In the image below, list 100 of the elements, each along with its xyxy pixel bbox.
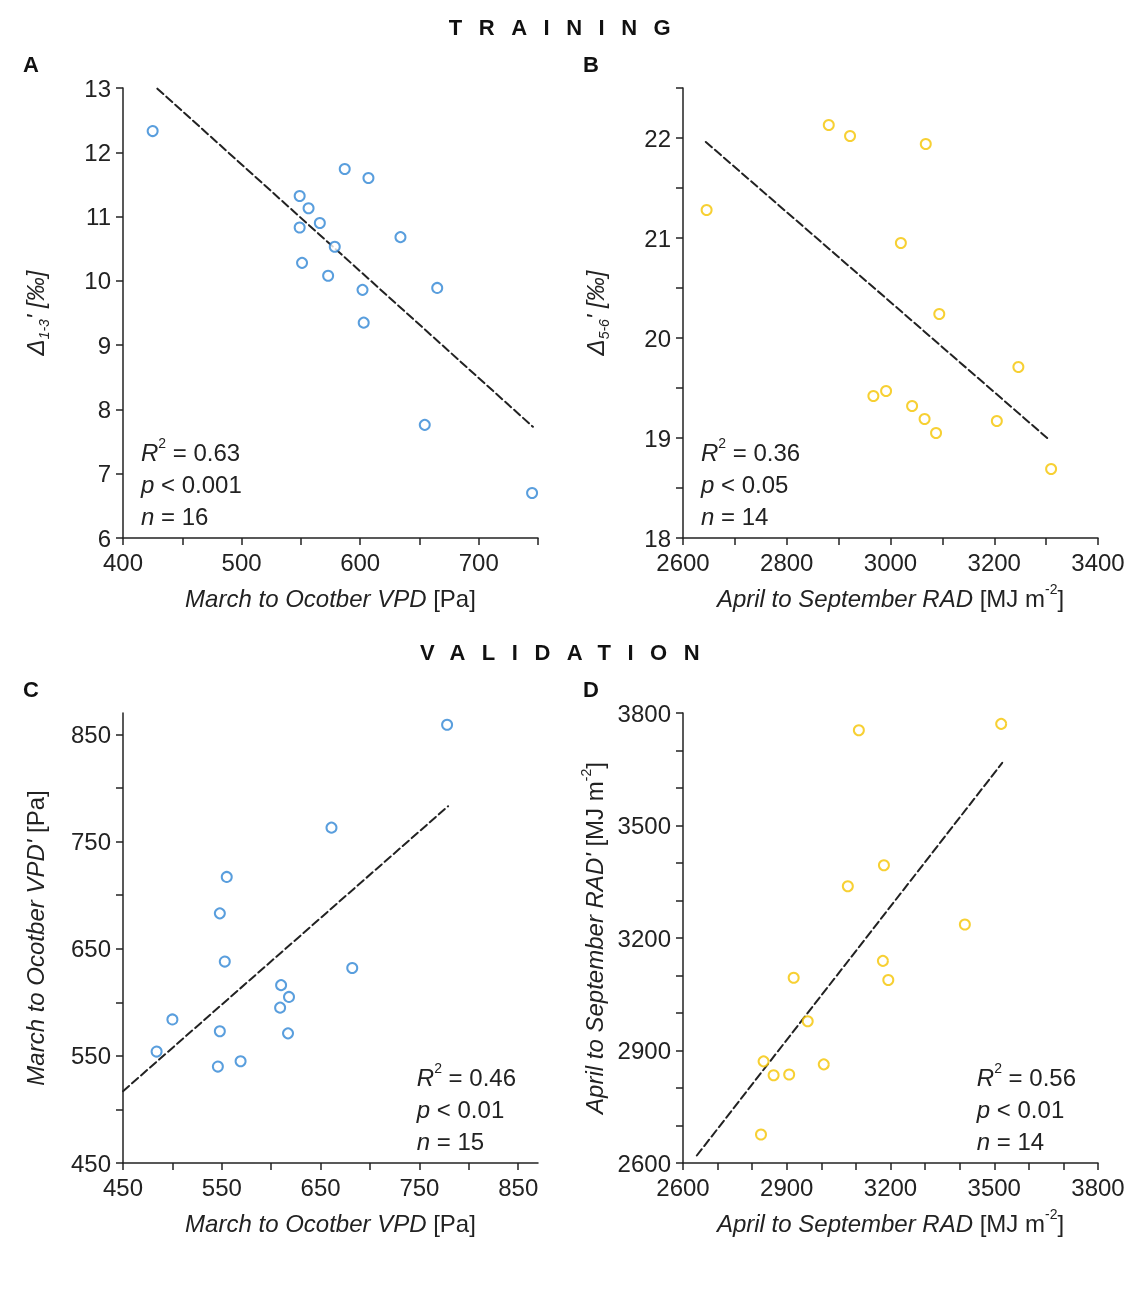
point xyxy=(852,724,865,737)
y-tick-label: 18 xyxy=(644,524,671,552)
point xyxy=(322,269,335,282)
annotation: n = 14 xyxy=(701,502,769,530)
chart-subtitle: B xyxy=(583,51,599,77)
point xyxy=(894,237,907,249)
point xyxy=(933,308,946,320)
point xyxy=(801,1015,814,1028)
y-tick-label: 12 xyxy=(84,138,111,166)
chart-subtitle: D xyxy=(583,676,599,702)
chart-title: VALIDATION xyxy=(418,639,718,667)
point xyxy=(218,955,231,968)
point xyxy=(441,718,454,731)
point xyxy=(211,1060,224,1073)
y-axis-title: Δ1-3' [‰] xyxy=(21,269,52,357)
point xyxy=(817,1058,830,1071)
y-tick-label: 650 xyxy=(70,935,111,963)
x-tick-label: 3500 xyxy=(967,1173,1021,1201)
point xyxy=(275,979,288,992)
y-tick-label: 10 xyxy=(84,267,111,295)
annotation: n = 15 xyxy=(416,1127,485,1155)
point xyxy=(356,283,369,296)
point xyxy=(757,1055,770,1068)
annotation: n = 14 xyxy=(976,1127,1045,1155)
chart-title: TRAINING xyxy=(447,14,689,42)
point xyxy=(146,125,159,138)
annotation: p < 0.01 xyxy=(415,1095,505,1123)
x-tick-label: 3400 xyxy=(1071,548,1125,576)
point xyxy=(882,974,895,986)
point xyxy=(431,281,444,294)
point xyxy=(302,202,315,215)
point xyxy=(325,821,338,834)
point xyxy=(283,990,295,1003)
y-tick-label: 850 xyxy=(70,720,111,748)
y-axis-title: Δ5-6' [‰] xyxy=(581,269,612,357)
point xyxy=(526,487,539,499)
x-tick-label: 750 xyxy=(399,1173,440,1201)
y-tick-label: 19 xyxy=(644,424,671,452)
point xyxy=(990,415,1003,427)
point xyxy=(357,316,370,329)
y-tick-label: 2600 xyxy=(617,1149,671,1177)
annotation: p < 0.01 xyxy=(975,1095,1065,1123)
chart-subtitle: A xyxy=(23,51,39,77)
point xyxy=(783,1068,796,1081)
point xyxy=(362,172,375,184)
point xyxy=(418,418,431,431)
chart-subtitle: C xyxy=(23,676,39,702)
point xyxy=(844,130,857,142)
point xyxy=(213,1025,226,1038)
y-tick-label: 3800 xyxy=(617,699,671,727)
x-tick-label: 3200 xyxy=(967,548,1021,576)
point xyxy=(880,385,893,397)
point xyxy=(822,119,835,131)
y-tick-label: 8 xyxy=(97,395,111,423)
point xyxy=(346,962,359,974)
point xyxy=(293,190,306,202)
point xyxy=(958,918,971,931)
y-tick-label: 7 xyxy=(97,460,111,488)
y-tick-label: 21 xyxy=(644,224,671,252)
y-tick-label: 450 xyxy=(70,1149,111,1177)
y-tick-label: 13 xyxy=(84,74,111,102)
x-tick-label: 500 xyxy=(221,548,262,576)
annotation: p < 0.05 xyxy=(700,470,789,498)
point xyxy=(787,971,800,984)
point xyxy=(841,880,854,893)
x-axis-title: March to Ocotber VPD [Pa] xyxy=(185,584,476,612)
y-tick-label: 9 xyxy=(97,331,111,359)
y-tick-label: 750 xyxy=(70,828,111,856)
point xyxy=(918,413,931,425)
point xyxy=(338,163,351,175)
point xyxy=(282,1027,295,1040)
point xyxy=(394,231,407,244)
point xyxy=(328,240,341,253)
y-tick-label: 3500 xyxy=(617,812,671,839)
x-tick-label: 3000 xyxy=(863,548,918,576)
point xyxy=(876,954,889,967)
point xyxy=(919,138,932,150)
point xyxy=(755,1128,767,1141)
y-tick-label: 3200 xyxy=(617,924,671,952)
y-axis-title: March to Ocotber VPD' [Pa] xyxy=(21,790,49,1086)
point xyxy=(995,717,1008,730)
point xyxy=(234,1055,247,1068)
point xyxy=(220,870,233,883)
point xyxy=(213,907,226,920)
x-tick-label: 3200 xyxy=(863,1173,918,1201)
x-tick-label: 2900 xyxy=(760,1173,814,1201)
x-tick-label: 700 xyxy=(458,548,499,576)
y-tick-label: 2900 xyxy=(617,1037,671,1064)
x-tick-label: 3800 xyxy=(1071,1173,1125,1201)
point xyxy=(700,204,713,216)
point xyxy=(150,1045,163,1058)
point xyxy=(767,1069,780,1082)
point xyxy=(877,859,890,872)
y-tick-label: 11 xyxy=(86,203,111,231)
point xyxy=(1045,463,1058,475)
y-tick-label: 20 xyxy=(644,324,671,352)
x-tick-label: 600 xyxy=(340,548,381,576)
point xyxy=(1012,361,1025,373)
point xyxy=(906,400,919,412)
point xyxy=(313,217,326,229)
